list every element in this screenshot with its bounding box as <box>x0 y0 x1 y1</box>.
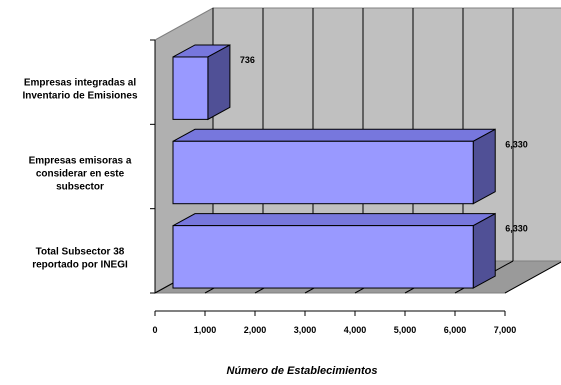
category-label-line: considerar en este <box>36 169 125 180</box>
bar-side <box>207 44 231 121</box>
bar <box>172 128 496 205</box>
data-label: 736 <box>240 55 255 65</box>
data-label: 6,330 <box>505 224 528 234</box>
category-label: Total Subsector 38 reportado por INEGI <box>32 246 128 270</box>
category-label: Empresas integradas al Inventario de Emis… <box>22 78 137 102</box>
bar <box>172 212 496 289</box>
category-label-line: Empresas integradas al <box>24 78 136 89</box>
data-label: 6,330 <box>505 139 528 149</box>
axes <box>150 39 506 316</box>
bars <box>172 44 496 289</box>
category-label-line: Inventario de Emisiones <box>22 91 137 102</box>
bar <box>172 44 231 121</box>
bar-top <box>172 213 496 227</box>
x-tick-label: 0 <box>152 325 157 335</box>
x-axis-title: Número de Establecimientos <box>227 365 378 377</box>
category-label-line: reportado por INEGI <box>32 259 128 270</box>
floor-gridline <box>504 261 561 294</box>
category-label-line: subsector <box>56 182 104 193</box>
x-tick-label: 1,000 <box>194 325 217 335</box>
bar-front <box>172 140 474 205</box>
x-tick-label: 2,000 <box>244 325 267 335</box>
x-tick-label: 3,000 <box>294 325 317 335</box>
labels: 736 Empresas integradas al Inventario de E… <box>22 55 527 335</box>
bar-side <box>472 212 496 289</box>
bar-front <box>172 225 474 289</box>
x-tick-label: 4,000 <box>344 325 367 335</box>
bar-top <box>172 128 496 142</box>
x-tick-label: 6,000 <box>444 325 467 335</box>
x-tick-label: 7,000 <box>494 325 517 335</box>
category-label-line: Empresas emisoras a <box>29 156 132 167</box>
category-label-line: Total Subsector 38 <box>36 246 125 257</box>
bar-front <box>172 56 209 120</box>
x-tick-label: 5,000 <box>394 325 417 335</box>
bar-side <box>472 128 496 205</box>
category-label: Empresas emisoras a considerar en este sub… <box>29 156 132 193</box>
